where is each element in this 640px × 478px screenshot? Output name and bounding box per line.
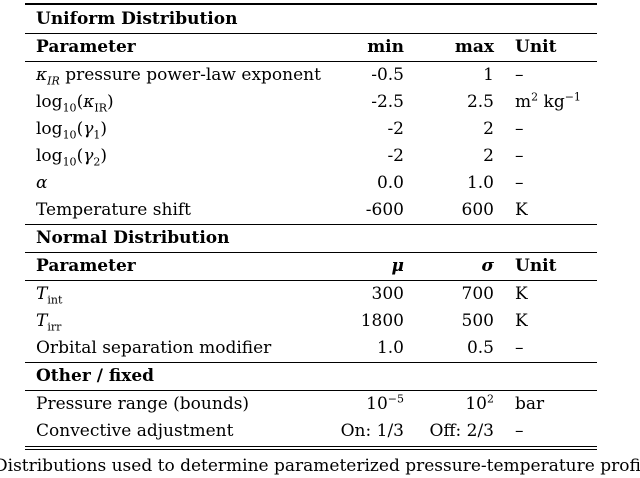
unit-cell: – bbox=[515, 65, 524, 85]
section-title-row: Normal Distribution bbox=[0, 225, 640, 252]
header-mu: μ bbox=[391, 256, 404, 276]
min-cell: -2 bbox=[387, 119, 404, 139]
parameter-cell: Temperature shift bbox=[36, 200, 192, 220]
header-row: Parameter μ σ Unit bbox=[0, 253, 640, 280]
table-row: Tint 300 700 K bbox=[0, 281, 640, 308]
parameter-cell: log10(γ2) bbox=[36, 146, 108, 169]
unit-cell: m2 kg−1 bbox=[515, 90, 581, 112]
parameter-cell: Orbital separation modifier bbox=[36, 338, 272, 358]
max-cell: Off: 2/3 bbox=[429, 421, 494, 441]
unit-cell: – bbox=[515, 146, 524, 166]
parameter-cell: log10(γ1) bbox=[36, 119, 108, 142]
header-min: min bbox=[367, 37, 404, 57]
max-cell: 1.0 bbox=[466, 173, 494, 193]
max-cell: 102 bbox=[465, 392, 494, 414]
header-sigma: σ bbox=[481, 256, 494, 276]
header-max: max bbox=[454, 37, 494, 57]
section-rule bbox=[25, 224, 597, 225]
table-row: α 0.0 1.0 – bbox=[0, 170, 640, 197]
table-row: log10(γ1) -2 2 – bbox=[0, 116, 640, 143]
unit-cell: K bbox=[515, 284, 528, 304]
section-title-row: Uniform Distribution bbox=[0, 6, 640, 33]
parameter-cell: Pressure range (bounds) bbox=[36, 394, 250, 414]
mu-cell: 1800 bbox=[360, 311, 404, 331]
min-cell: -600 bbox=[365, 200, 404, 220]
table-row: log10(κIR) -2.5 2.5 m2 kg−1 bbox=[0, 89, 640, 116]
parameter-cell: Tint bbox=[36, 284, 63, 307]
min-cell: -2.5 bbox=[371, 92, 404, 112]
sigma-cell: 500 bbox=[461, 311, 494, 331]
min-cell: On: 1/3 bbox=[340, 421, 404, 441]
section-rule bbox=[25, 390, 597, 391]
header-parameter: Parameter bbox=[36, 37, 136, 57]
header-unit: Unit bbox=[515, 37, 557, 57]
table-row: Convective adjustment On: 1/3 Off: 2/3 – bbox=[0, 418, 640, 445]
max-cell: 2 bbox=[483, 119, 494, 139]
parameter-cell: Convective adjustment bbox=[36, 421, 234, 441]
parameter-cell: α bbox=[36, 173, 48, 193]
caption-text: Distributions used to determine paramete… bbox=[0, 456, 640, 476]
header-parameter: Parameter bbox=[36, 256, 136, 276]
section-rule bbox=[25, 252, 597, 253]
unit-cell: K bbox=[515, 311, 528, 331]
min-cell: 10−5 bbox=[366, 392, 404, 414]
max-cell: 2 bbox=[483, 146, 494, 166]
max-cell: 2.5 bbox=[466, 92, 494, 112]
min-cell: -2 bbox=[387, 146, 404, 166]
unit-cell: – bbox=[515, 173, 524, 193]
section-rule bbox=[25, 362, 597, 363]
mu-cell: 1.0 bbox=[376, 338, 404, 358]
parameter-cell: κIR pressure power-law exponent bbox=[36, 65, 321, 88]
top-rule bbox=[25, 3, 597, 5]
section-rule bbox=[25, 33, 597, 34]
min-cell: 0.0 bbox=[376, 173, 404, 193]
unit-cell: – bbox=[515, 338, 524, 358]
sigma-cell: 0.5 bbox=[466, 338, 494, 358]
header-unit: Unit bbox=[515, 256, 557, 276]
unit-cell: – bbox=[515, 119, 524, 139]
unit-cell: – bbox=[515, 421, 524, 441]
header-row: Parameter min max Unit bbox=[0, 34, 640, 61]
max-cell: 1 bbox=[483, 65, 494, 85]
section-title: Normal Distribution bbox=[36, 228, 230, 248]
table-row: Orbital separation modifier 1.0 0.5 – bbox=[0, 335, 640, 362]
unit-cell: bar bbox=[515, 394, 545, 414]
table-row: κIR pressure power-law exponent -0.5 1 – bbox=[0, 62, 640, 89]
table-row: Pressure range (bounds) 10−5 102 bar bbox=[0, 391, 640, 418]
parameter-cell: Tirr bbox=[36, 311, 62, 334]
max-cell: 600 bbox=[461, 200, 494, 220]
section-title: Uniform Distribution bbox=[36, 9, 238, 29]
sigma-cell: 700 bbox=[461, 284, 494, 304]
bottom-rule bbox=[25, 446, 597, 447]
table-row: Temperature shift -600 600 K bbox=[0, 197, 640, 224]
bottom-rule-double bbox=[25, 449, 597, 450]
table-row: Tirr 1800 500 K bbox=[0, 308, 640, 335]
parameter-cell: log10(κIR) bbox=[36, 92, 114, 115]
unit-cell: K bbox=[515, 200, 528, 220]
table-row: log10(γ2) -2 2 – bbox=[0, 143, 640, 170]
section-title: Other / fixed bbox=[36, 366, 155, 386]
header-rule bbox=[25, 280, 597, 281]
section-title-row: Other / fixed bbox=[0, 363, 640, 390]
mu-cell: 300 bbox=[371, 284, 404, 304]
header-rule bbox=[25, 61, 597, 62]
min-cell: -0.5 bbox=[371, 65, 404, 85]
